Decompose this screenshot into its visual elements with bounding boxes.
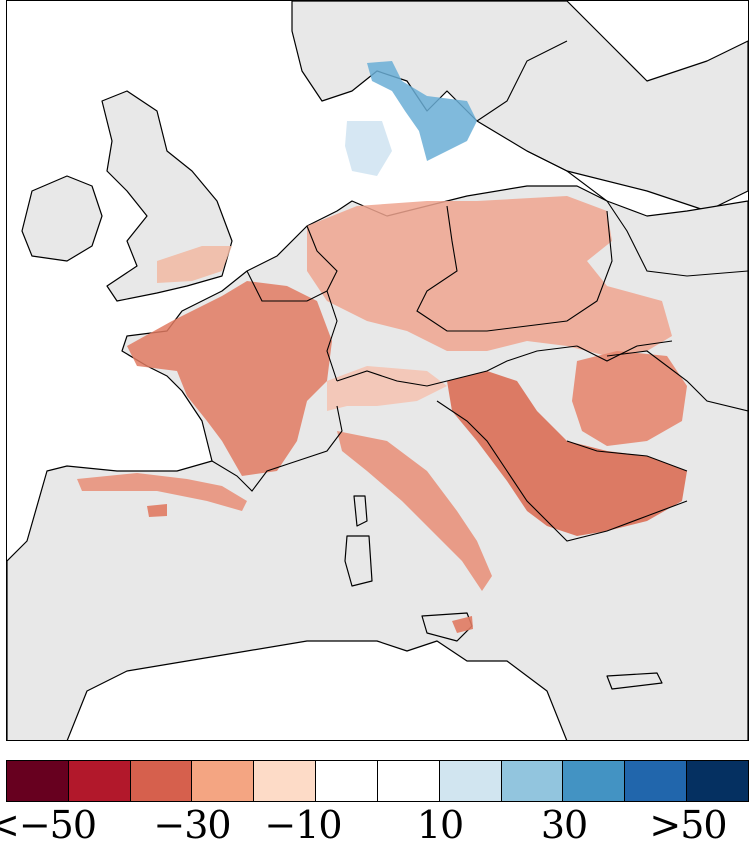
anomaly-france [127, 281, 332, 476]
colorbar-swatch-1 [7, 761, 69, 801]
country-borders [211, 40, 748, 542]
colorbar-swatch-9 [501, 761, 564, 801]
anomaly-central-europe [307, 196, 672, 356]
colorbar [6, 760, 749, 802]
sardinia-land [344, 535, 373, 587]
crete-land [606, 672, 663, 690]
colorbar-swatch-6 [316, 761, 378, 801]
anomaly-balkans [447, 371, 687, 536]
map-panel [6, 0, 749, 741]
colorbar-swatch-12 [687, 761, 748, 801]
scandinavia-land [291, 1, 748, 212]
anomaly-italy [337, 431, 492, 591]
colorbar-swatch-3 [130, 761, 193, 801]
colorbar-swatch-10 [563, 761, 626, 801]
anomaly-alps [327, 366, 447, 411]
anomaly-spain-spot [147, 504, 167, 517]
colorbar-label-10: 10 [416, 803, 464, 847]
ireland-land [21, 175, 103, 262]
colorbar-label-minus30: −30 [153, 803, 231, 847]
anomaly-sweden-positive [367, 61, 477, 161]
colorbar-swatch-2 [68, 761, 131, 801]
colorbar-label-min: <−50 [0, 803, 97, 847]
colorbar-label-max: >50 [649, 803, 727, 847]
colorbar-label-minus10: −10 [264, 803, 342, 847]
europe-map [7, 1, 748, 740]
anomaly-denmark-positive [345, 121, 392, 176]
colorbar-swatch-5 [254, 761, 317, 801]
colorbar-swatch-8 [439, 761, 502, 801]
anomaly-fields [77, 61, 687, 633]
colorbar-swatch-7 [377, 761, 440, 801]
corsica-land [353, 495, 368, 527]
anomaly-uk [157, 246, 232, 283]
anomaly-romania [572, 351, 687, 446]
colorbar-swatch-4 [192, 761, 255, 801]
colorbar-swatch-11 [625, 761, 688, 801]
anomaly-pyrenees [77, 473, 247, 511]
anomaly-sicily [452, 616, 473, 633]
colorbar-label-30: 30 [540, 803, 588, 847]
